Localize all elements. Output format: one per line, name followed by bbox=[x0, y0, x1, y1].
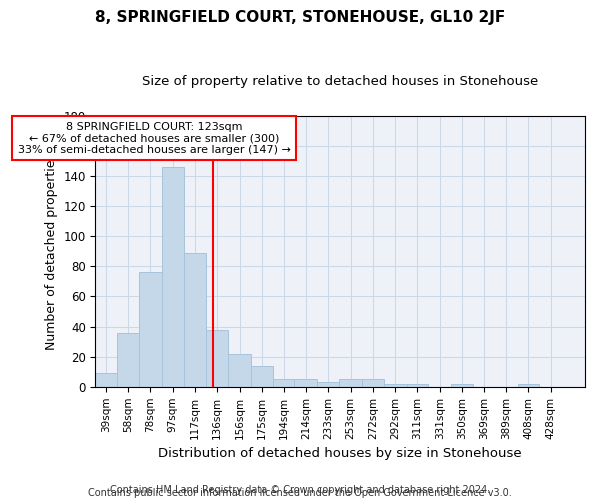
Bar bbox=[228, 354, 251, 387]
Bar bbox=[184, 252, 206, 387]
Bar bbox=[407, 384, 428, 387]
Text: 8 SPRINGFIELD COURT: 123sqm
← 67% of detached houses are smaller (300)
33% of se: 8 SPRINGFIELD COURT: 123sqm ← 67% of det… bbox=[18, 122, 291, 155]
X-axis label: Distribution of detached houses by size in Stonehouse: Distribution of detached houses by size … bbox=[158, 447, 522, 460]
Bar bbox=[95, 374, 117, 387]
Text: Contains public sector information licensed under the Open Government Licence v3: Contains public sector information licen… bbox=[88, 488, 512, 498]
Title: Size of property relative to detached houses in Stonehouse: Size of property relative to detached ho… bbox=[142, 75, 538, 88]
Text: Contains HM Land Registry data © Crown copyright and database right 2024.: Contains HM Land Registry data © Crown c… bbox=[110, 485, 490, 495]
Bar bbox=[206, 330, 228, 387]
Bar bbox=[295, 380, 317, 387]
Bar bbox=[362, 380, 384, 387]
Bar bbox=[518, 384, 539, 387]
Bar bbox=[339, 380, 362, 387]
Bar bbox=[117, 332, 139, 387]
Bar bbox=[273, 380, 295, 387]
Bar bbox=[251, 366, 273, 387]
Bar bbox=[317, 382, 339, 387]
Bar bbox=[139, 272, 162, 387]
Text: 8, SPRINGFIELD COURT, STONEHOUSE, GL10 2JF: 8, SPRINGFIELD COURT, STONEHOUSE, GL10 2… bbox=[95, 10, 505, 25]
Y-axis label: Number of detached properties: Number of detached properties bbox=[45, 152, 58, 350]
Bar bbox=[162, 167, 184, 387]
Bar bbox=[451, 384, 473, 387]
Bar bbox=[384, 384, 407, 387]
